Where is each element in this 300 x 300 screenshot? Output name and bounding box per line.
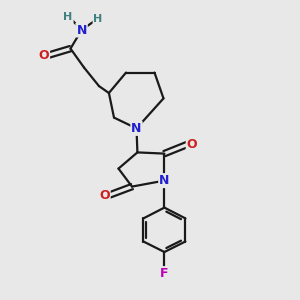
Text: O: O xyxy=(187,137,197,151)
Text: N: N xyxy=(159,174,170,187)
Text: F: F xyxy=(160,267,169,280)
Text: O: O xyxy=(99,189,110,202)
Text: N: N xyxy=(76,23,87,37)
Text: O: O xyxy=(38,49,49,62)
Text: H: H xyxy=(64,12,73,22)
Text: H: H xyxy=(94,14,103,25)
Text: N: N xyxy=(131,122,142,135)
